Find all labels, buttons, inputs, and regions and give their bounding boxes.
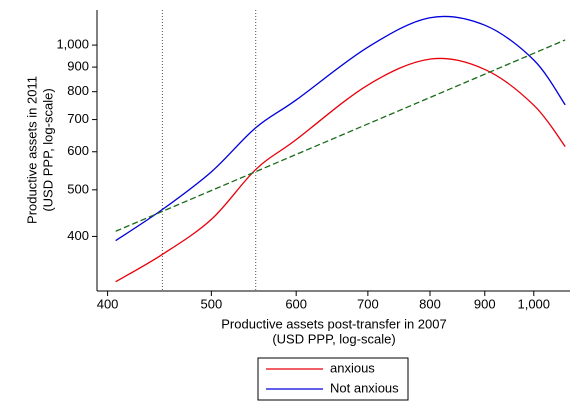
x-axis-title: Productive assets post-transfer in 2007 xyxy=(221,316,446,331)
y-axis-title: (USD PPP, log-scale) xyxy=(40,88,55,211)
y-tick-label: 800 xyxy=(67,83,89,98)
legend-label: anxious xyxy=(330,360,375,375)
series-line xyxy=(115,39,566,232)
x-tick-label: 800 xyxy=(419,296,441,311)
x-tick-label: 500 xyxy=(201,296,223,311)
y-tick-label: 700 xyxy=(67,111,89,126)
legend-box xyxy=(257,357,409,401)
x-tick-label: 400 xyxy=(97,296,119,311)
y-tick-label: 900 xyxy=(67,59,89,74)
x-tick-label: 1,000 xyxy=(517,296,550,311)
series-line xyxy=(115,57,566,283)
y-tick-label: 600 xyxy=(67,143,89,158)
x-tick-label: 600 xyxy=(285,296,307,311)
y-tick-label: 400 xyxy=(67,228,89,243)
series-line xyxy=(115,15,566,242)
x-axis-title: (USD PPP, log-scale) xyxy=(272,331,395,346)
y-tick-label: 1,000 xyxy=(56,37,89,52)
x-tick-label: 700 xyxy=(357,296,379,311)
y-axis-title: Productive assets in 2011 xyxy=(24,76,39,224)
y-tick-label: 500 xyxy=(67,181,89,196)
legend-label: Not anxious xyxy=(330,380,399,395)
x-tick-label: 900 xyxy=(474,296,496,311)
